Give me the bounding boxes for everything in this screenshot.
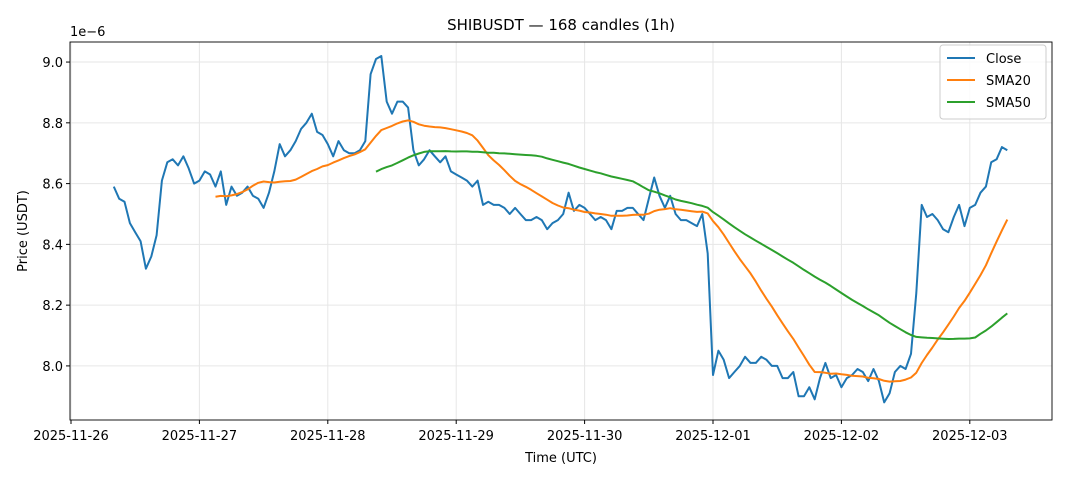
x-tick-label: 2025-12-01 [675, 429, 751, 444]
x-tick-label: 2025-11-26 [33, 429, 109, 444]
legend-label-sma50: SMA50 [986, 96, 1031, 111]
plot-frame [69, 41, 1053, 421]
x-tick-label: 2025-11-29 [418, 429, 494, 444]
legend-box [939, 44, 1047, 120]
legend-label-close: Close [986, 52, 1021, 67]
x-tick-label: 2025-12-03 [932, 429, 1008, 444]
x-tick-label: 2025-11-28 [290, 429, 366, 444]
ticks: 8.0 8.2 8.4 8.6 8.8 9.0 2025-11-26 2025-11-27 20… [33, 56, 1007, 444]
y-tick-label: 8.2 [42, 299, 63, 314]
legend-label-sma20: SMA20 [986, 74, 1031, 89]
grid [70, 42, 1052, 420]
series-lines [112, 55, 1009, 404]
y-tick-label: 8.4 [42, 238, 63, 253]
chart-title: SHIBUSDT — 168 candles (1h) [447, 16, 675, 34]
y-tick-label: 8.6 [42, 178, 63, 193]
series-line-sma50 [375, 150, 1008, 340]
y-tick-label: 8.0 [42, 360, 63, 375]
x-axis-label: Time (UTC) [524, 451, 597, 466]
x-tick-label: 2025-12-02 [804, 429, 880, 444]
series-line-close [112, 55, 1008, 404]
x-tick-label: 2025-11-27 [162, 429, 238, 444]
y-tick-label: 8.8 [42, 117, 63, 132]
y-offset-label: 1e−6 [70, 25, 105, 40]
y-axis-label: Price (USDT) [16, 190, 31, 272]
legend: Close SMA20 SMA50 [939, 44, 1047, 120]
y-tick-label: 9.0 [42, 56, 63, 71]
x-tick-label: 2025-11-30 [547, 429, 623, 444]
series-line-sma20 [215, 119, 1009, 383]
